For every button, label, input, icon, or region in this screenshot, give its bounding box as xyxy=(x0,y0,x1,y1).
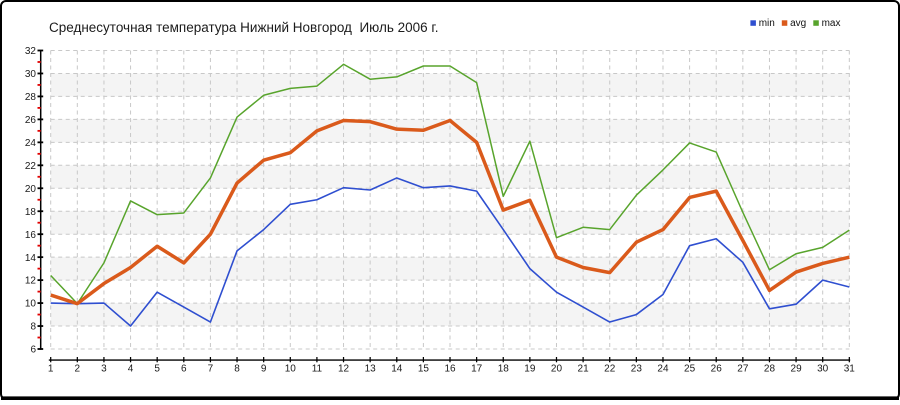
svg-text:14: 14 xyxy=(391,364,403,375)
svg-text:Среднесуточная температура Ниж: Среднесуточная температура Нижний Новгор… xyxy=(49,20,438,35)
svg-text:15: 15 xyxy=(418,364,430,375)
svg-text:6: 6 xyxy=(30,345,36,356)
svg-text:26: 26 xyxy=(25,115,37,126)
svg-text:18: 18 xyxy=(25,207,37,218)
svg-text:10: 10 xyxy=(285,364,297,375)
svg-text:22: 22 xyxy=(604,364,616,375)
svg-text:32: 32 xyxy=(25,46,37,57)
svg-text:10: 10 xyxy=(25,299,37,310)
svg-text:27: 27 xyxy=(737,364,749,375)
svg-text:1: 1 xyxy=(48,364,54,375)
svg-text:29: 29 xyxy=(791,364,803,375)
svg-text:28: 28 xyxy=(764,364,776,375)
svg-text:19: 19 xyxy=(524,364,536,375)
svg-text:16: 16 xyxy=(25,230,37,241)
svg-text:18: 18 xyxy=(498,364,510,375)
svg-text:5: 5 xyxy=(154,364,160,375)
svg-text:9: 9 xyxy=(261,364,267,375)
svg-text:13: 13 xyxy=(365,364,377,375)
svg-text:6: 6 xyxy=(181,364,187,375)
svg-text:25: 25 xyxy=(684,364,696,375)
svg-text:7: 7 xyxy=(208,364,214,375)
svg-text:16: 16 xyxy=(444,364,456,375)
svg-text:23: 23 xyxy=(631,364,643,375)
svg-text:8: 8 xyxy=(234,364,240,375)
svg-text:12: 12 xyxy=(25,276,37,287)
svg-text:avg: avg xyxy=(790,18,806,29)
svg-text:max: max xyxy=(822,18,841,29)
svg-text:2: 2 xyxy=(75,364,81,375)
svg-text:14: 14 xyxy=(25,253,37,264)
svg-text:28: 28 xyxy=(25,92,37,103)
svg-text:12: 12 xyxy=(338,364,350,375)
svg-text:min: min xyxy=(759,18,775,29)
svg-text:8: 8 xyxy=(30,322,36,333)
svg-text:30: 30 xyxy=(25,69,37,80)
svg-text:11: 11 xyxy=(312,364,323,375)
svg-text:26: 26 xyxy=(711,364,723,375)
svg-text:24: 24 xyxy=(25,138,37,149)
svg-text:31: 31 xyxy=(844,364,856,375)
svg-text:20: 20 xyxy=(25,184,37,195)
svg-text:4: 4 xyxy=(128,364,134,375)
svg-text:24: 24 xyxy=(657,364,669,375)
svg-text:22: 22 xyxy=(25,161,37,172)
svg-text:20: 20 xyxy=(551,364,563,375)
svg-text:21: 21 xyxy=(578,364,590,375)
svg-text:17: 17 xyxy=(471,364,483,375)
svg-text:30: 30 xyxy=(817,364,829,375)
svg-text:3: 3 xyxy=(101,364,107,375)
